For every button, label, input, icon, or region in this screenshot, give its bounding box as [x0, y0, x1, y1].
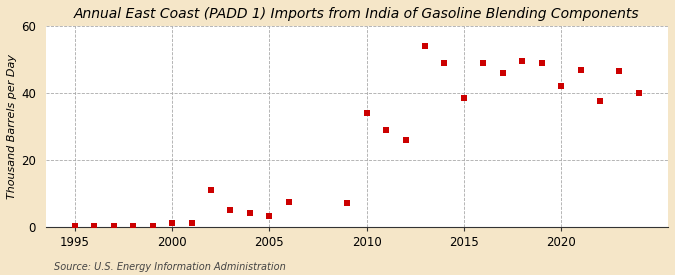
- Point: [89, 224, 100, 229]
- Point: [556, 84, 566, 89]
- Point: [128, 224, 138, 229]
- Point: [109, 224, 119, 229]
- Point: [400, 138, 411, 142]
- Point: [264, 214, 275, 218]
- Title: Annual East Coast (PADD 1) Imports from India of Gasoline Blending Components: Annual East Coast (PADD 1) Imports from …: [74, 7, 640, 21]
- Point: [458, 96, 469, 100]
- Point: [439, 61, 450, 65]
- Point: [361, 111, 372, 115]
- Text: Source: U.S. Energy Information Administration: Source: U.S. Energy Information Administ…: [54, 262, 286, 272]
- Point: [536, 61, 547, 65]
- Point: [186, 221, 197, 225]
- Point: [225, 208, 236, 212]
- Point: [633, 91, 644, 95]
- Point: [244, 211, 255, 216]
- Point: [497, 71, 508, 75]
- Point: [381, 128, 392, 132]
- Point: [420, 44, 431, 48]
- Point: [478, 61, 489, 65]
- Point: [70, 224, 80, 229]
- Y-axis label: Thousand Barrels per Day: Thousand Barrels per Day: [7, 54, 17, 199]
- Point: [614, 69, 625, 74]
- Point: [147, 224, 158, 229]
- Point: [206, 188, 217, 192]
- Point: [284, 200, 294, 204]
- Point: [167, 221, 178, 226]
- Point: [575, 68, 586, 72]
- Point: [517, 59, 528, 64]
- Point: [342, 201, 352, 206]
- Point: [595, 99, 605, 104]
